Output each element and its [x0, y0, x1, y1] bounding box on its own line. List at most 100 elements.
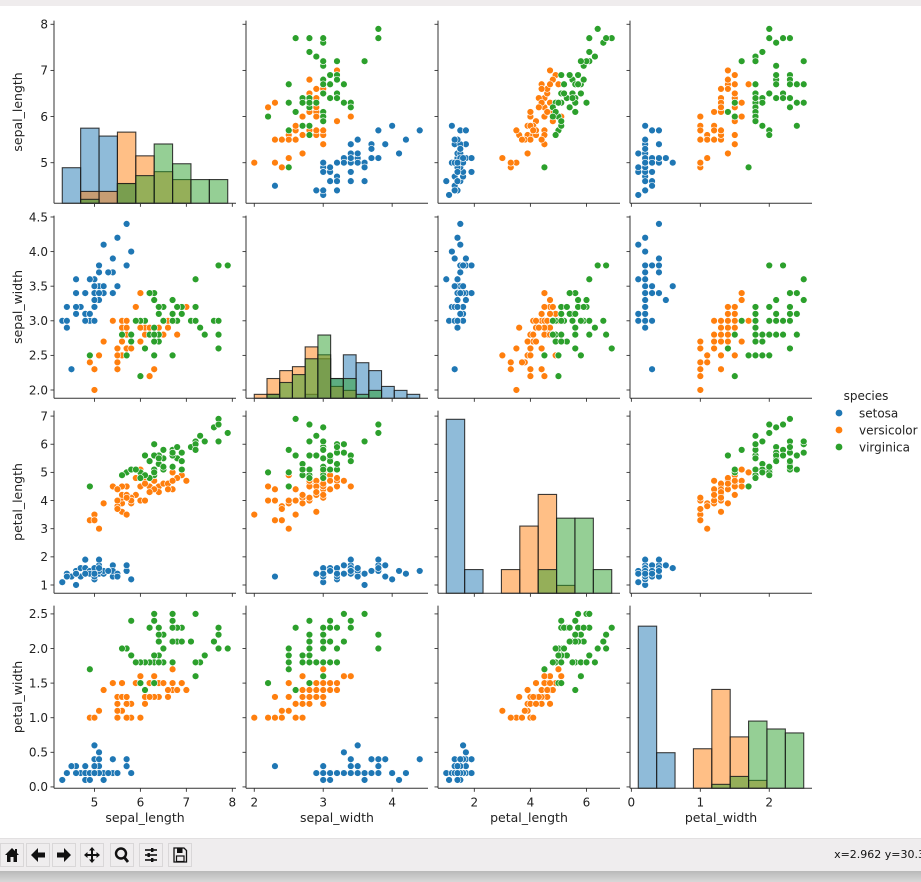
- scatter-point-versicolor: [518, 714, 526, 722]
- scatter-point-versicolor: [696, 505, 705, 513]
- scatter-point-setosa: [374, 555, 383, 564]
- scatter-point-versicolor: [319, 665, 327, 673]
- scatter-point-virginica: [751, 94, 760, 102]
- configure-subplots-button[interactable]: [139, 843, 163, 867]
- scatter-point-versicolor: [164, 693, 172, 701]
- scatter-point-versicolor: [95, 351, 103, 360]
- scatter-point-virginica: [305, 99, 314, 107]
- scatter-point-setosa: [648, 570, 656, 578]
- home-button[interactable]: [0, 843, 24, 867]
- scatter-point-versicolor: [291, 700, 300, 708]
- y-tick-label: 4.0: [29, 245, 48, 259]
- scatter-point-virginica: [549, 658, 557, 667]
- scatter-point-versicolor: [182, 686, 191, 694]
- scatter-point-versicolor: [271, 485, 279, 493]
- scatter-point-virginica: [136, 679, 145, 687]
- scatter-point-virginica: [554, 99, 563, 107]
- scatter-point-versicolor: [724, 479, 732, 488]
- magnifier-icon: [114, 847, 130, 863]
- scatter-point-versicolor: [122, 693, 131, 701]
- scatter-point-versicolor: [518, 135, 526, 144]
- scatter-point-virginica: [779, 451, 787, 460]
- scatter-point-virginica: [577, 672, 585, 680]
- back-button[interactable]: [26, 843, 50, 867]
- y-tick-label: 7: [40, 64, 48, 78]
- legend-marker-virginica: [835, 443, 843, 451]
- x-tick-label: 0: [628, 795, 636, 809]
- scatter-point-versicolor: [118, 679, 126, 687]
- scatter-point-versicolor: [532, 317, 540, 325]
- scatter-point-setosa: [95, 755, 103, 763]
- scatter-point-virginica: [786, 344, 794, 353]
- scatter-point-versicolor: [333, 679, 341, 687]
- pan-button[interactable]: [80, 843, 104, 867]
- scatter-point-versicolor: [717, 317, 725, 325]
- scatter-point-virginica: [800, 99, 808, 107]
- scatter-point-setosa: [90, 769, 99, 777]
- scatter-point-versicolor: [264, 103, 272, 112]
- scatter-point-virginica: [150, 468, 158, 477]
- scatter-point-setosa: [641, 177, 649, 185]
- scatter-point-virginica: [751, 432, 760, 440]
- scatter-point-virginica: [557, 117, 565, 125]
- scatter-point-setosa: [81, 289, 89, 297]
- scatter-point-versicolor: [285, 524, 293, 533]
- scatter-point-versicolor: [271, 99, 279, 107]
- y-tick-label: 1: [40, 578, 48, 592]
- scatter-point-virginica: [571, 630, 579, 639]
- scatter-point-setosa: [648, 159, 656, 167]
- scatter-point-virginica: [191, 658, 200, 667]
- scatter-point-virginica: [214, 330, 223, 339]
- histogram-bar-setosa: [380, 385, 395, 399]
- scatter-point-versicolor: [250, 159, 258, 167]
- scatter-point-virginica: [298, 99, 307, 107]
- scatter-point-virginica: [305, 644, 314, 653]
- scatter-point-virginica: [765, 429, 773, 437]
- scatter-point-virginica: [560, 644, 568, 653]
- scatter-point-virginica: [150, 351, 158, 360]
- scatter-point-virginica: [758, 99, 767, 107]
- scatter-point-virginica: [374, 25, 383, 33]
- zoom-button[interactable]: [110, 843, 134, 867]
- scatter-point-virginica: [599, 317, 608, 325]
- scatter-point-versicolor: [347, 672, 355, 680]
- scatter-point-virginica: [150, 610, 158, 618]
- scatter-point-virginica: [118, 644, 126, 653]
- scatter-point-versicolor: [546, 80, 554, 88]
- scatter-point-virginica: [319, 465, 327, 474]
- subplot-petal_length-vs-sepal_length: 1 2 3 4 5 6 7: [40, 409, 236, 597]
- scatter-point-virginica: [191, 317, 200, 325]
- scatter-point-setosa: [367, 145, 376, 153]
- scatter-point-versicolor: [717, 494, 725, 502]
- scatter-point-setosa: [319, 762, 327, 770]
- scatter-point-virginica: [557, 317, 565, 325]
- scatter-point-versicolor: [696, 494, 705, 502]
- scatter-point-virginica: [800, 448, 808, 457]
- scatter-point-setosa: [95, 564, 103, 572]
- scatter-point-virginica: [574, 80, 582, 88]
- scatter-point-versicolor: [145, 488, 154, 496]
- scatter-point-versicolor: [291, 122, 300, 130]
- histogram-bar-virginica: [355, 393, 370, 399]
- forward-button[interactable]: [52, 843, 76, 867]
- scatter-point-versicolor: [710, 135, 718, 144]
- scatter-point-versicolor: [285, 135, 293, 144]
- scatter-point-setosa: [634, 275, 642, 283]
- scatter-point-setosa: [347, 755, 355, 763]
- scatter-point-virginica: [326, 624, 334, 632]
- scatter-point-versicolor: [113, 496, 122, 505]
- scatter-point-versicolor: [724, 310, 732, 318]
- scatter-point-virginica: [751, 57, 760, 65]
- save-button[interactable]: [168, 843, 192, 867]
- scatter-point-virginica: [173, 303, 181, 311]
- scatter-point-versicolor: [540, 372, 549, 380]
- scatter-point-setosa: [72, 275, 80, 283]
- scatter-point-virginica: [591, 324, 599, 332]
- scatter-point-versicolor: [546, 679, 554, 687]
- scatter-point-virginica: [214, 344, 223, 353]
- scatter-point-virginica: [145, 624, 154, 632]
- scatter-point-virginica: [305, 48, 314, 56]
- scatter-point-setosa: [90, 296, 99, 304]
- scatter-point-setosa: [360, 769, 369, 777]
- scatter-point-versicolor: [127, 344, 135, 353]
